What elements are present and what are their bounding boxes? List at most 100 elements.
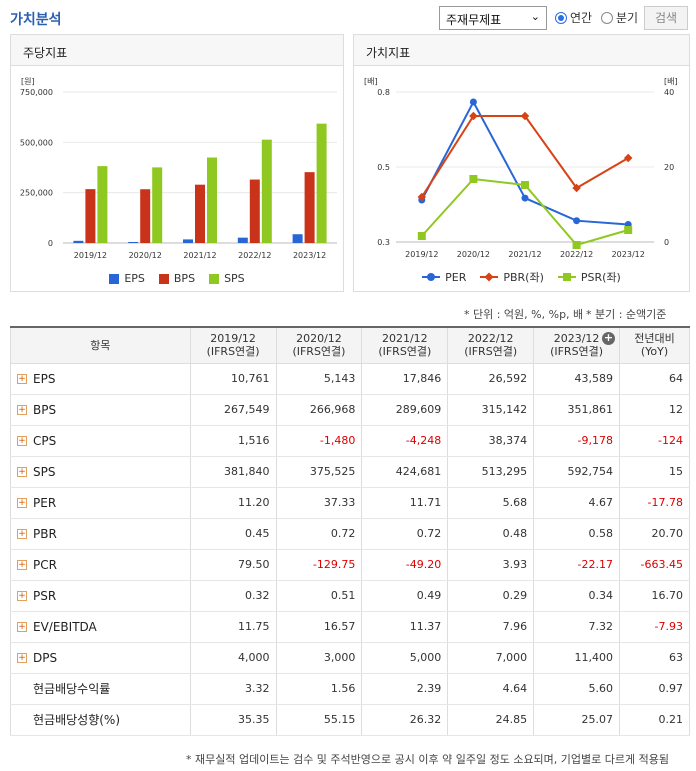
bar-eps <box>128 241 139 243</box>
x-tick-label: 2019/12 <box>74 251 107 260</box>
table-row: + DPS 4,000 3,000 5,000 7,000 11,400 63 <box>10 642 690 674</box>
statement-select[interactable]: 주재무제표 ⌄ <box>439 6 547 30</box>
bar-eps <box>237 237 248 243</box>
unit-note: * 단위 : 억원, %, %p, 배 <box>464 308 584 321</box>
value-legend: PER PBR(좌) PSR(좌) <box>354 269 689 285</box>
expand-icon[interactable]: + <box>17 467 27 477</box>
expand-icon[interactable]: + <box>17 560 27 570</box>
row-label-text: PER <box>33 495 57 510</box>
column-header: 항목 <box>10 326 191 364</box>
y-tick-label: 250,000 <box>20 189 53 198</box>
table-cell: -663.45 <box>619 549 690 581</box>
point-0 <box>573 217 581 225</box>
legend-item[interactable]: PSR(좌) <box>557 269 621 285</box>
table-cell: 3.93 <box>447 549 534 581</box>
row-label: 현금배당수익률 <box>10 673 191 705</box>
legend-item[interactable]: BPS <box>158 272 195 285</box>
expand-icon[interactable]: + <box>17 653 27 663</box>
expand-icon[interactable]: + <box>17 529 27 539</box>
table-cell: 4,000 <box>189 642 277 674</box>
legend-swatch <box>158 273 169 284</box>
header-bar: 가치분석 주재무제표 ⌄ 연간 분기 검색 <box>0 0 696 34</box>
row-label-text: CPS <box>33 433 57 448</box>
per-share-panel: 주당지표 [원] 750,000 500,000 250,000 0 2019/12 202… <box>10 34 344 292</box>
expand-icon[interactable]: + <box>17 436 27 446</box>
expand-icon[interactable]: + <box>17 591 27 601</box>
row-label[interactable]: + BPS <box>10 394 191 426</box>
legend-item[interactable]: PBR(좌) <box>480 269 544 285</box>
legend-item[interactable]: PER <box>422 269 466 285</box>
table-cell: 5.68 <box>447 487 534 519</box>
table-cell: 20.70 <box>619 518 690 550</box>
row-label[interactable]: + SPS <box>10 456 191 488</box>
radio-quarter[interactable]: 분기 <box>601 9 638 26</box>
table-cell: 16.57 <box>275 611 362 643</box>
legend-item[interactable]: EPS <box>109 272 145 285</box>
table-cell: 3.32 <box>189 673 277 705</box>
table-cell: 0.29 <box>447 580 534 612</box>
table-cell: 1.56 <box>275 673 362 705</box>
expand-icon[interactable]: + <box>17 622 27 632</box>
x-tick-label: 2020/12 <box>457 250 490 259</box>
bar-bps <box>304 172 315 243</box>
radio-annual-label: 연간 <box>570 11 593 25</box>
expand-icon[interactable]: + <box>17 374 27 384</box>
table-cell: 424,681 <box>361 456 448 488</box>
table-cell: 17,846 <box>361 363 448 395</box>
row-label[interactable]: + EPS <box>10 363 191 395</box>
y-tick-label: 500,000 <box>20 138 53 147</box>
point-2 <box>521 181 529 189</box>
table-cell: 0.72 <box>275 518 362 550</box>
row-label[interactable]: + CPS <box>10 425 191 457</box>
expand-icon[interactable]: + <box>17 405 27 415</box>
table-cell: 11,400 <box>533 642 620 674</box>
x-tick-label: 2020/12 <box>129 251 162 260</box>
legend-label: PBR(좌) <box>503 271 544 284</box>
table-cell: 266,968 <box>275 394 362 426</box>
add-column-icon[interactable]: + <box>602 331 616 345</box>
table-cell: 0.72 <box>361 518 448 550</box>
table-cell: 0.34 <box>533 580 620 612</box>
row-label[interactable]: + PCR <box>10 549 191 581</box>
bar-eps <box>183 239 193 243</box>
row-label-text: SPS <box>33 464 56 479</box>
point-1 <box>623 153 633 163</box>
table-cell: 289,609 <box>361 394 448 426</box>
bar-bps <box>249 179 260 243</box>
table-cell: 11.71 <box>361 487 448 519</box>
row-label[interactable]: + PER <box>10 487 191 519</box>
search-button[interactable]: 검색 <box>644 6 688 30</box>
legend-swatch <box>557 273 576 281</box>
table-cell: 55.15 <box>275 704 362 736</box>
row-label[interactable]: + PBR <box>10 518 191 550</box>
point-2 <box>572 241 581 249</box>
x-tick-label: 2022/12 <box>238 251 271 260</box>
table-row: 현금배당성향(%) 35.35 55.15 26.32 24.85 25.07 0.21 <box>10 704 690 736</box>
y-right-tick-label: 20 <box>664 163 674 172</box>
row-label[interactable]: + DPS <box>10 642 191 674</box>
value-title: 가치지표 <box>354 35 689 66</box>
table-body: + EPS 10,761 5,143 17,846 26,592 43,589 64 + BPS 2… <box>10 363 690 736</box>
table-cell: 43,589 <box>533 363 620 395</box>
table-row: + BPS 267,549 266,968 289,609 315,142 351,861 1… <box>10 394 690 426</box>
y-right-tick-label: 0 <box>664 238 669 247</box>
legend-swatch <box>109 273 120 284</box>
radio-annual[interactable]: 연간 <box>555 9 592 26</box>
row-label[interactable]: + PSR <box>10 580 191 612</box>
column-header: 2019/12 (IFRS연결) <box>189 326 277 364</box>
row-label-text: DPS <box>33 650 58 665</box>
legend-item[interactable]: SPS <box>209 272 245 285</box>
y-left-unit-label: [배] <box>364 77 378 86</box>
chevron-down-icon: ⌄ <box>530 10 540 23</box>
table-cell: -1,480 <box>275 425 362 457</box>
expand-icon[interactable]: + <box>17 498 27 508</box>
row-label-text: 현금배당성향(%) <box>33 713 121 727</box>
per-share-legend: EPS BPS SPS <box>11 272 343 285</box>
table-row: + SPS 381,840 375,525 424,681 513,295 592,754 1… <box>10 456 690 488</box>
row-label[interactable]: + EV/EBITDA <box>10 611 191 643</box>
table-cell: 10,761 <box>189 363 277 395</box>
table-cell: 0.97 <box>619 673 690 705</box>
table-cell: 26,592 <box>447 363 534 395</box>
radio-unchecked-icon <box>601 11 613 24</box>
bar-bps <box>85 189 96 243</box>
